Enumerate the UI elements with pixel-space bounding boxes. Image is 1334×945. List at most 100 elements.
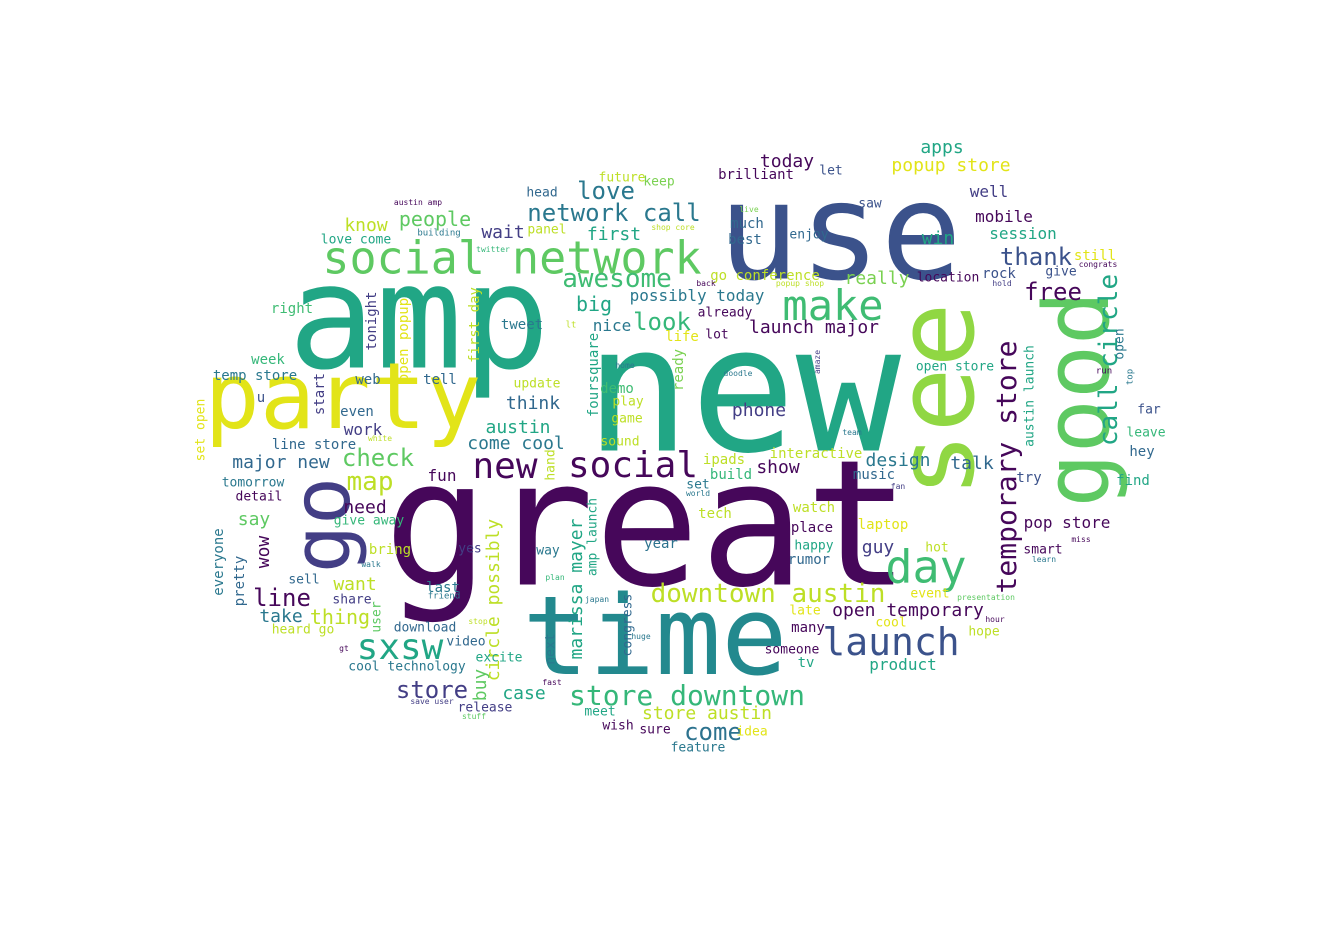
cloud-word: japan [584,595,610,604]
cloud-word: game [611,411,643,427]
cloud-word: learn [1031,555,1057,564]
cloud-word: hey [1129,444,1155,460]
cloud-word: launch [822,620,960,664]
cloud-word: bring [368,542,412,558]
cloud-word: home [615,361,635,370]
cloud-word: laptop [857,517,909,533]
cloud-word: cool [875,615,907,631]
cloud-word: tech [698,506,732,522]
cloud-word: today [759,151,815,172]
cloud-word: phone [731,400,787,421]
cloud-word: late [789,603,821,619]
cloud-word: last [426,580,460,596]
cloud-word: white [367,434,393,443]
cloud-word: lt [565,320,577,331]
cloud-word: keep [643,174,675,190]
cloud-word: pop store [1023,513,1111,532]
cloud-word: check [341,444,415,472]
cloud-word: gt [339,644,349,653]
cloud-word: run [1095,366,1113,377]
cloud-word: twitter [476,245,510,254]
cloud-word: tell [423,372,457,388]
cloud-word: think [505,393,561,414]
cloud-word: miss [1071,535,1091,544]
cloud-word: show [756,457,800,478]
cloud-word: live [739,205,759,214]
cloud-word: music [852,467,896,483]
cloud-word: way [536,543,560,559]
cloud-word: set open [193,398,209,462]
cloud-word: wait [481,222,525,243]
cloud-word: popup shop [775,279,825,288]
cloud-word: wow [253,535,274,569]
cloud-word: design [865,450,931,471]
cloud-word: meet [584,704,616,720]
cloud-word: temp store [212,368,298,384]
cloud-word: tv [797,655,815,671]
cloud-word: fan [890,482,906,491]
cloud-word: social [567,445,699,486]
cloud-word: still [1073,248,1117,264]
cloud-word: brilliant [718,167,794,183]
cloud-word: hour [985,615,1005,624]
cloud-word: free [1024,278,1082,306]
cloud-word: heard go [271,622,335,638]
cloud-word: open [1112,328,1128,360]
cloud-word: panel [527,222,567,238]
cloud-word: excite [475,650,523,666]
cloud-word: lot [705,327,729,343]
cloud-word: downtown austin [650,579,886,609]
cloud-word: many [791,620,825,636]
cloud-word: look [633,308,691,336]
cloud-word: presentation [957,593,1015,602]
cloud-word: call circle [1094,273,1124,447]
cloud-word: enjoy [789,227,829,243]
cloud-word: fast [542,678,562,687]
cloud-word: open temporary [832,600,984,621]
cloud-word: amp [288,233,550,403]
cloud-word: new [584,289,902,493]
cloud-word: launch major [748,317,880,338]
cloud-word: mobile [975,207,1033,226]
cloud-word: stop [468,617,488,626]
cloud-word: map [346,467,394,497]
cloud-word: plan [545,573,565,582]
cloud-word: start [312,372,328,416]
cloud-word: win [921,228,955,249]
cloud-word: find [1116,473,1150,489]
cloud-word: popup store [891,155,1011,176]
cloud-word: need [343,497,387,518]
cloud-word: sell [288,572,320,588]
cloud-word: ready [671,348,687,392]
cloud-word: play [612,394,644,410]
cloud-word: new [472,446,538,487]
cloud-word: stuff [461,712,487,721]
cloud-word: world [685,489,711,498]
cloud-word: well [969,182,1009,201]
cloud-word: idea [736,724,768,740]
cloud-word: come cool [467,433,565,454]
cloud-word: leave [1126,425,1166,441]
cloud-word: saw [858,196,882,212]
cloud-word: come [684,718,742,746]
cloud-word: tomorrow [221,475,285,491]
cloud-word: even [340,404,374,420]
cloud-word: happy [794,538,834,554]
cloud-word: right [270,301,314,317]
cloud-word: team [842,428,862,437]
cloud-word: shop core [651,223,695,232]
cloud-word: detail [235,489,283,505]
cloud-word: guy [861,537,895,558]
cloud-word: event [910,586,950,602]
cloud-word: set [686,477,710,493]
cloud-word: watch [792,500,836,516]
cloud-word: product [869,655,937,674]
cloud-word: line [253,584,311,612]
cloud-word: session [989,224,1057,243]
cloud-word: web [355,372,381,388]
cloud-word: ipads [702,452,746,468]
cloud-word: take [259,606,303,627]
cloud-word: huge [631,632,651,641]
cloud-word: share [332,592,372,608]
cloud-word: first day [467,287,483,363]
